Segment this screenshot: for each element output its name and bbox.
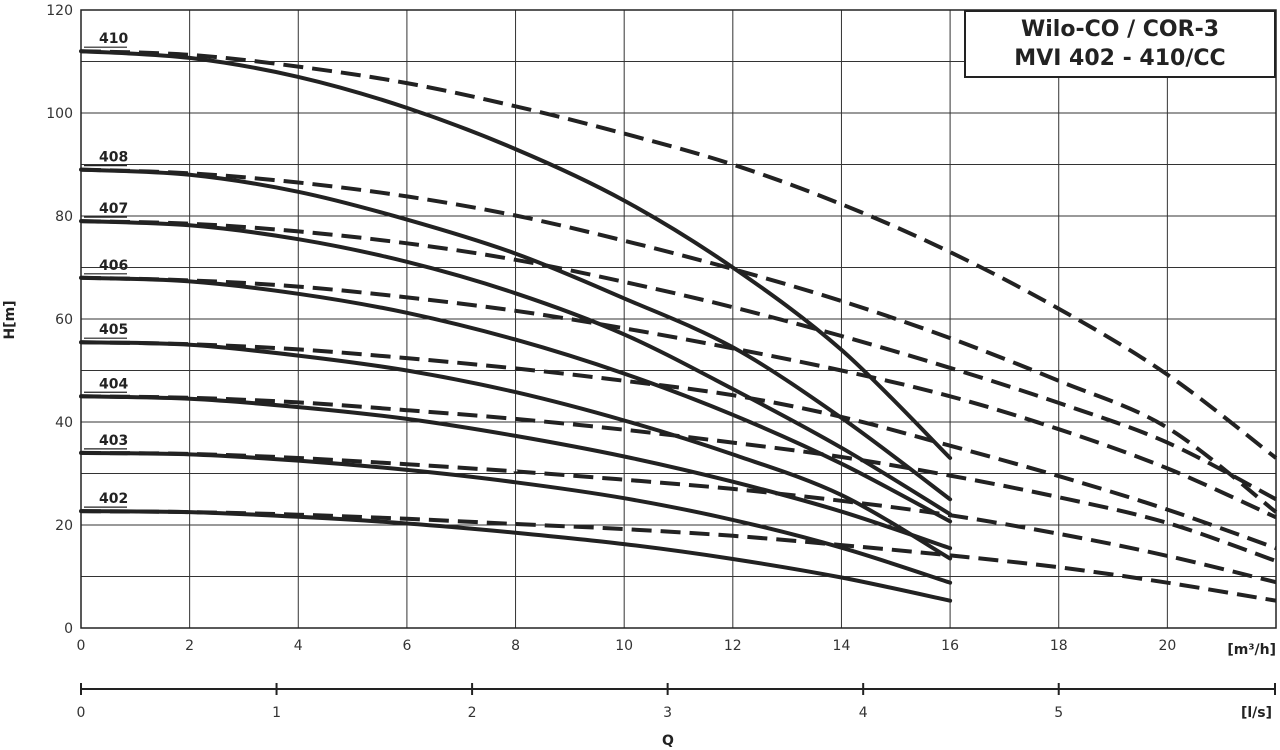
tick-labels: 0 20 40 60 80 100 120 0 2 4 6 8 10 12 14 16 18 20 (46, 3, 1176, 654)
y-tick-label: 20 (55, 518, 73, 534)
curve-dashed-408 (80, 167, 1278, 514)
chart-title-line-1: Wilo-CO / COR-3 (1020, 17, 1220, 42)
x2-tick-label: 0 (77, 705, 86, 721)
curve-solid-402 (79, 509, 953, 603)
y-axis-label: H[m] (2, 300, 18, 339)
x-tick-label: 6 (402, 638, 411, 654)
series-label-406: 406 (99, 258, 128, 274)
y-tick-label: 40 (55, 415, 73, 431)
series-labels: 402 403 404 405 406 407 408 410 (84, 31, 128, 508)
x2-tick-label: 2 (468, 705, 477, 721)
x-tick-label: 10 (615, 638, 633, 654)
series-label-405: 405 (99, 322, 128, 338)
curve-dashed-410 (80, 49, 1278, 460)
curve-solid-403 (79, 450, 953, 585)
x2-tick-label: 4 (859, 705, 868, 721)
grid (80, 9, 1277, 629)
x2-tick-label: 5 (1054, 705, 1063, 721)
x-tick-label: 8 (511, 638, 520, 654)
x-tick-label: 16 (941, 638, 959, 654)
x-tick-label: 12 (724, 638, 742, 654)
curve-dashed-405 (80, 340, 1277, 551)
y-tick-label: 0 (64, 621, 73, 637)
curve-solid-405 (79, 340, 953, 561)
curve-dashed-404 (80, 394, 1277, 563)
curve-solid-410 (79, 49, 953, 460)
chart-title-box: Wilo-CO / COR-3 MVI 402 - 410/CC (964, 10, 1276, 78)
secondary-axis: 0 1 2 3 4 5 (77, 683, 1276, 721)
x-tick-label: 14 (833, 638, 851, 654)
x-axis-label: Q (662, 733, 674, 749)
y-tick-label: 120 (46, 3, 73, 19)
series-label-408: 408 (99, 150, 128, 166)
x-axis-unit-secondary: [l/s] (1241, 705, 1272, 721)
x-tick-label: 20 (1158, 638, 1176, 654)
curve-dashed-407 (80, 219, 1277, 502)
x2-tick-label: 1 (272, 705, 281, 721)
x2-tick-label: 3 (663, 705, 672, 721)
y-tick-label: 100 (46, 106, 73, 122)
curve-solid-404 (79, 394, 953, 551)
pump-curves (79, 49, 1278, 603)
x-axis-unit-primary: [m³/h] (1227, 642, 1276, 658)
plot-frame (80, 9, 1277, 629)
x-tick-label: 18 (1050, 638, 1068, 654)
x-tick-label: 0 (77, 638, 86, 654)
series-label-407: 407 (99, 201, 128, 217)
chart-title-line-2: MVI 402 - 410/CC (1014, 46, 1226, 71)
curve-dashed-403 (80, 450, 1277, 585)
y-tick-label: 80 (55, 209, 73, 225)
series-label-410: 410 (99, 31, 128, 47)
series-label-404: 404 (99, 376, 128, 392)
curve-solid-407 (79, 219, 953, 517)
curve-dashed-406 (80, 275, 1277, 520)
curve-solid-406 (79, 275, 953, 524)
series-label-402: 402 (99, 491, 128, 507)
series-label-403: 403 (99, 433, 128, 449)
y-tick-label: 60 (55, 312, 73, 328)
x-tick-label: 4 (294, 638, 303, 654)
curve-solid-408 (79, 167, 953, 502)
x-tick-label: 2 (185, 638, 194, 654)
